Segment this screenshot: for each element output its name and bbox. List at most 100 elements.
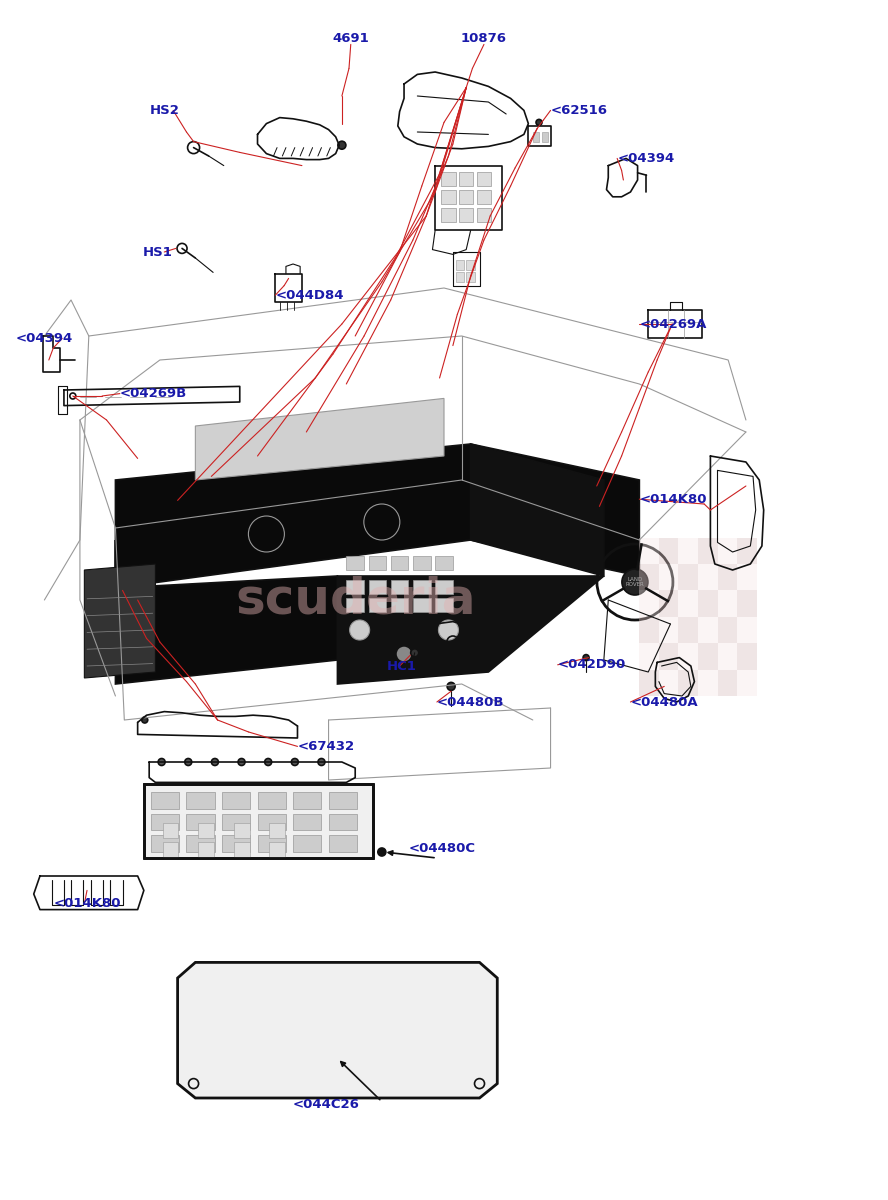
Bar xyxy=(698,590,718,617)
Text: <04394: <04394 xyxy=(617,152,674,164)
Text: 10876: 10876 xyxy=(461,32,507,44)
Bar xyxy=(659,590,678,617)
Bar xyxy=(329,792,357,809)
Bar xyxy=(198,842,214,857)
Bar xyxy=(678,590,698,617)
Bar xyxy=(459,172,473,186)
Bar xyxy=(456,260,464,270)
Text: HS1: HS1 xyxy=(143,246,173,258)
Bar xyxy=(293,792,321,809)
Bar xyxy=(435,580,453,594)
Bar xyxy=(258,814,286,830)
Text: <62516: <62516 xyxy=(551,104,607,116)
Bar xyxy=(639,590,659,617)
Polygon shape xyxy=(471,444,604,576)
Bar xyxy=(435,556,453,570)
Circle shape xyxy=(238,758,245,766)
Circle shape xyxy=(396,646,412,662)
Text: <04480C: <04480C xyxy=(408,842,475,854)
Bar xyxy=(737,617,757,643)
Bar xyxy=(413,580,431,594)
Bar xyxy=(718,643,737,670)
Bar xyxy=(346,580,364,594)
Circle shape xyxy=(447,683,456,690)
Bar xyxy=(659,643,678,670)
Bar xyxy=(441,172,456,186)
Bar xyxy=(369,556,386,570)
Circle shape xyxy=(318,758,325,766)
Bar xyxy=(639,670,659,696)
Bar xyxy=(441,190,456,204)
Bar xyxy=(346,598,364,612)
Text: <04394: <04394 xyxy=(16,332,73,344)
Bar xyxy=(698,538,718,564)
Circle shape xyxy=(622,569,648,595)
Bar xyxy=(369,580,386,594)
Bar xyxy=(222,814,250,830)
Bar xyxy=(698,643,718,670)
Bar xyxy=(737,590,757,617)
Circle shape xyxy=(410,649,419,656)
Bar xyxy=(466,260,475,270)
Text: <044C26: <044C26 xyxy=(292,1098,360,1110)
Text: <04269B: <04269B xyxy=(120,388,187,400)
Bar xyxy=(639,617,659,643)
Bar xyxy=(413,556,431,570)
Bar xyxy=(659,564,678,590)
Bar xyxy=(435,598,453,612)
Text: <04480B: <04480B xyxy=(437,696,504,708)
Bar xyxy=(391,598,408,612)
Text: <67432: <67432 xyxy=(297,740,354,752)
Circle shape xyxy=(158,758,165,766)
Bar xyxy=(293,835,321,852)
Bar xyxy=(737,670,757,696)
Bar xyxy=(441,208,456,222)
Polygon shape xyxy=(144,784,373,858)
Bar xyxy=(413,598,431,612)
Polygon shape xyxy=(84,564,155,678)
Bar xyxy=(186,792,215,809)
Bar xyxy=(542,132,548,142)
Circle shape xyxy=(337,142,346,149)
Text: <04269A: <04269A xyxy=(639,318,707,330)
Circle shape xyxy=(536,119,542,125)
Text: <044D84: <044D84 xyxy=(275,289,344,301)
Circle shape xyxy=(583,655,589,660)
Bar xyxy=(186,814,215,830)
Bar xyxy=(718,670,737,696)
Bar xyxy=(678,670,698,696)
Text: HS2: HS2 xyxy=(149,104,179,116)
Text: LAND
ROVER: LAND ROVER xyxy=(625,577,645,587)
Bar xyxy=(678,617,698,643)
Text: <014K80: <014K80 xyxy=(53,898,121,910)
Circle shape xyxy=(142,716,147,722)
Bar xyxy=(466,272,475,282)
Polygon shape xyxy=(115,444,639,588)
Bar xyxy=(459,190,473,204)
Bar xyxy=(459,208,473,222)
Text: HC1: HC1 xyxy=(386,660,416,672)
Bar xyxy=(151,814,179,830)
Bar xyxy=(163,823,178,838)
Text: <04480A: <04480A xyxy=(630,696,698,708)
Bar xyxy=(659,617,678,643)
Bar xyxy=(718,590,737,617)
Bar xyxy=(737,538,757,564)
Bar xyxy=(659,538,678,564)
Bar xyxy=(198,823,214,838)
Bar xyxy=(186,835,215,852)
Circle shape xyxy=(439,620,458,640)
Circle shape xyxy=(350,620,369,640)
Bar xyxy=(369,598,386,612)
Polygon shape xyxy=(115,540,337,684)
Polygon shape xyxy=(337,576,604,684)
Bar xyxy=(456,272,464,282)
Bar xyxy=(477,190,491,204)
Bar xyxy=(678,538,698,564)
Bar xyxy=(639,564,659,590)
Bar xyxy=(718,538,737,564)
Circle shape xyxy=(185,758,192,766)
Bar xyxy=(718,617,737,643)
Bar xyxy=(639,643,659,670)
Bar xyxy=(698,617,718,643)
